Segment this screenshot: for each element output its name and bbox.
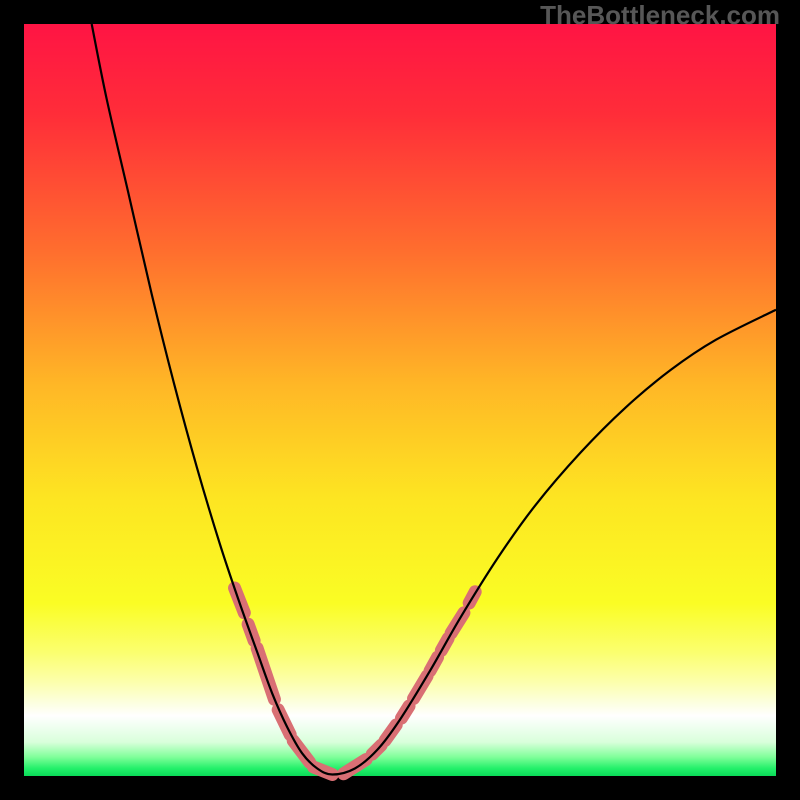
plot-background bbox=[24, 24, 776, 776]
bottleneck-chart bbox=[0, 0, 800, 800]
watermark-text: TheBottleneck.com bbox=[540, 0, 780, 31]
